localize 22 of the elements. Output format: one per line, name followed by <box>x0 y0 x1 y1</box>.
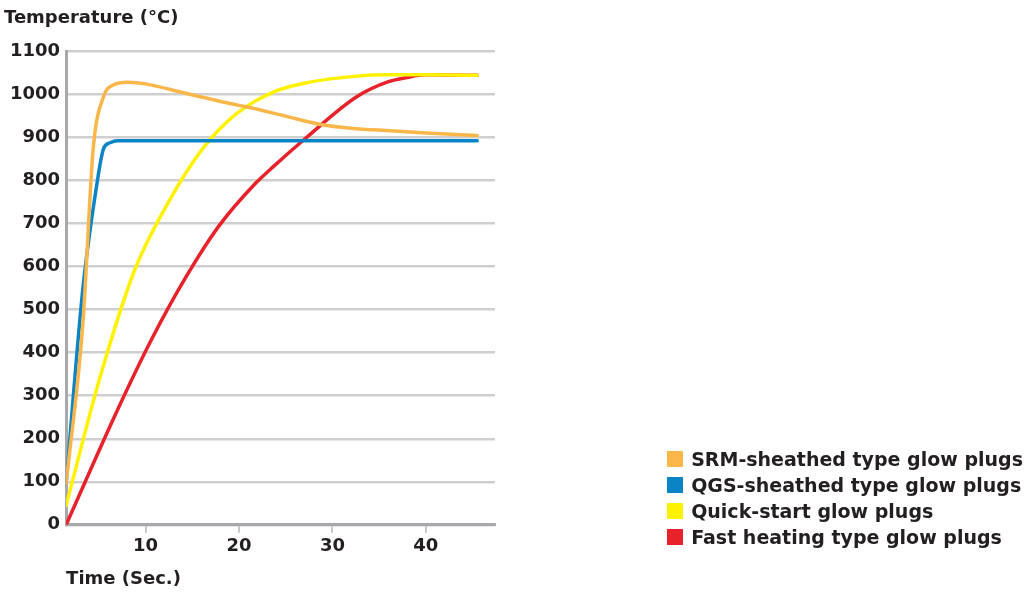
y-tick-label: 900 <box>22 125 61 147</box>
y-tick-label: 600 <box>22 254 61 276</box>
legend-label: Quick-start glow plugs <box>691 500 934 522</box>
x-tick-label: 30 <box>319 534 345 556</box>
x-tick-label: 40 <box>413 534 439 556</box>
y-tick-label: 100 <box>22 469 61 491</box>
y-tick-label: 0 <box>47 512 61 534</box>
x-tick-label: 10 <box>132 534 159 556</box>
legend-label: SRM-sheathed type glow plugs <box>691 448 1023 470</box>
y-tick-label: 500 <box>22 297 61 319</box>
y-tick-label: 1000 <box>9 82 61 104</box>
x-tick-label: 20 <box>226 534 252 556</box>
chart-title: Temperature (°C) <box>4 6 179 28</box>
legend-label: Fast heating type glow plugs <box>691 526 1002 548</box>
y-tick-label: 800 <box>22 168 61 190</box>
legend-label: QGS-sheathed type glow plugs <box>691 474 1022 496</box>
x-axis-title: Time (Sec.) <box>66 566 181 588</box>
y-tick-label: 200 <box>22 426 61 448</box>
y-tick-label: 1100 <box>9 39 61 61</box>
y-tick-label: 300 <box>22 383 61 405</box>
y-tick-label: 400 <box>22 340 61 362</box>
y-tick-label: 700 <box>22 211 61 233</box>
